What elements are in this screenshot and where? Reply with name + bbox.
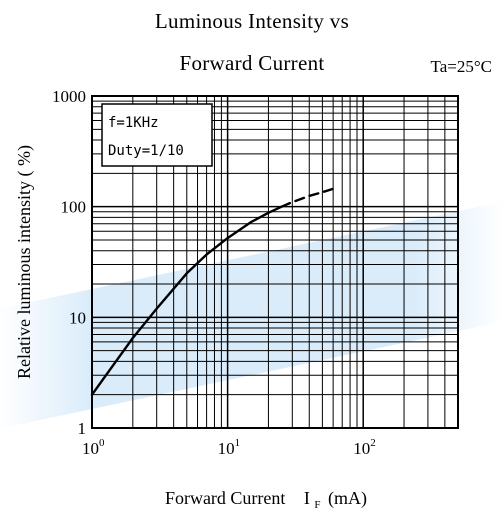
y-tick-label: 1 (78, 419, 87, 438)
chart-title-line2: Forward Current (179, 51, 324, 75)
x-tick-base: 10 (353, 439, 370, 458)
x-tick-label: 101 (218, 437, 241, 458)
legend: f=1KHz Duty=1/10 (102, 104, 212, 166)
curve-dashed (282, 189, 334, 207)
y-tick-label: 1000 (52, 87, 86, 106)
x-axis-label-unit: (mA) (328, 488, 367, 509)
x-tick-exponent: 0 (99, 437, 105, 449)
curves (92, 189, 333, 395)
x-tick-label: 100 (82, 437, 105, 458)
y-tick-label: 10 (69, 308, 86, 327)
y-tick-labels: 1 10 100 1000 (52, 87, 86, 438)
legend-frequency: f=1KHz (108, 115, 159, 131)
x-axis-label-symbol: I (304, 488, 310, 508)
condition-label: Ta=25°C (431, 57, 492, 76)
x-tick-exponent: 1 (235, 437, 241, 449)
x-tick-label: 102 (353, 437, 376, 458)
x-tick-labels: 100 101 102 (82, 437, 376, 458)
x-axis-label-subscript: F (314, 499, 320, 511)
x-tick-base: 10 (82, 439, 99, 458)
x-tick-exponent: 2 (370, 437, 376, 449)
y-axis-label: Relative luminous intensity ( %) (14, 145, 35, 379)
x-tick-base: 10 (218, 439, 235, 458)
x-axis-label-text: Forward Current (165, 488, 285, 508)
x-axis-label: Forward Current I F (mA) (165, 488, 367, 512)
chart-title-line1: Luminous Intensity vs (155, 9, 349, 33)
y-tick-label: 100 (61, 198, 87, 217)
legend-duty: Duty=1/10 (108, 143, 184, 159)
